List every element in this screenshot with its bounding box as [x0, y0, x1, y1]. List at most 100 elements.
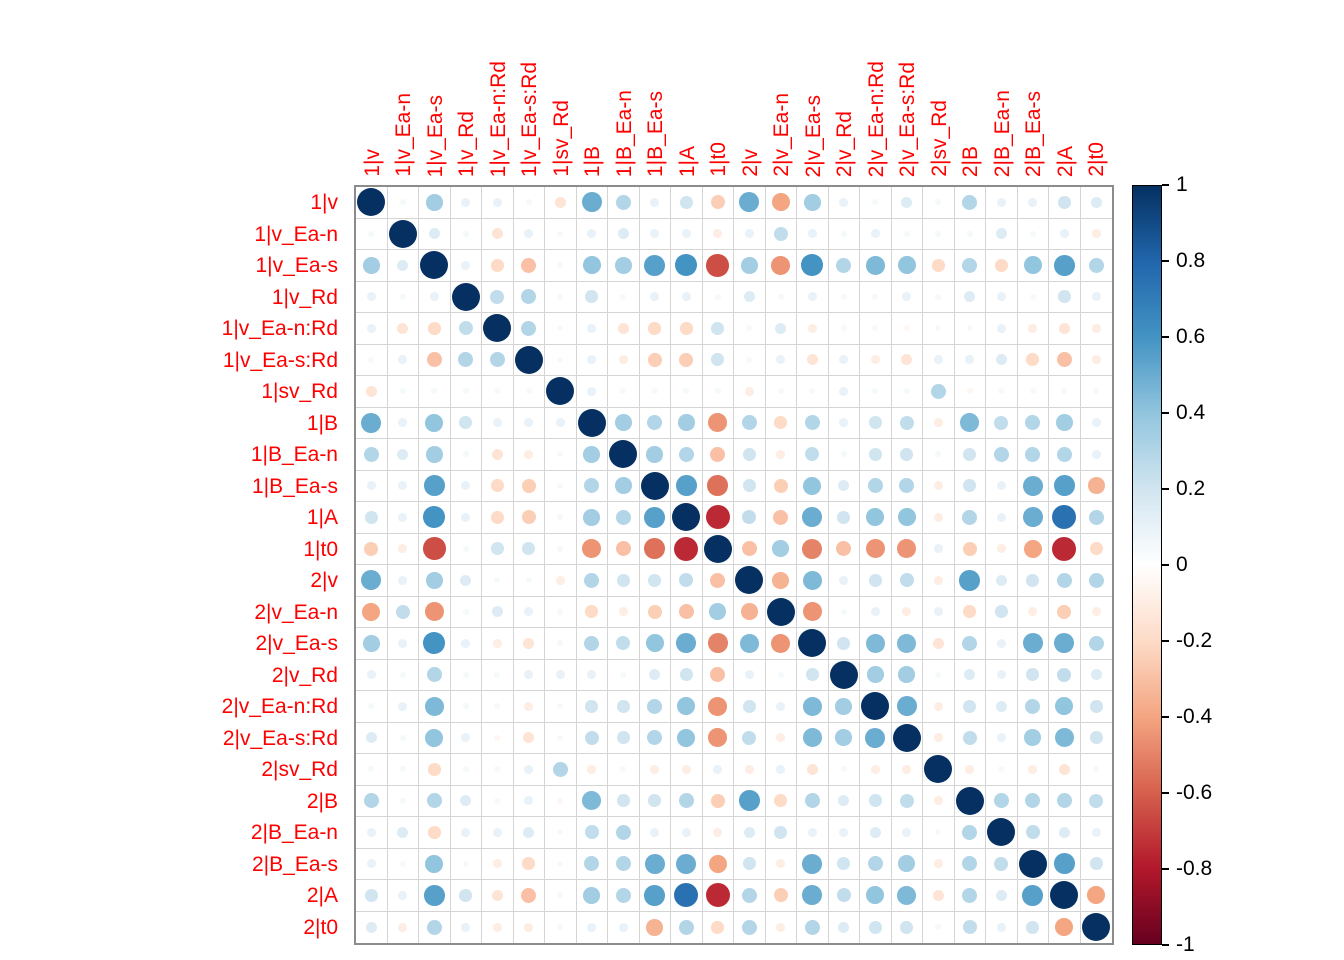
correlation-circle — [647, 604, 662, 619]
row-label: 2|v_Ea-s:Rd — [222, 726, 338, 750]
correlation-circle — [398, 544, 408, 554]
correlation-circle — [710, 793, 725, 808]
correlation-circle — [397, 259, 409, 271]
correlation-circle — [644, 254, 666, 276]
row-label: 2|t0 — [303, 915, 338, 939]
correlation-circle — [524, 764, 534, 774]
correlation-cell — [482, 533, 514, 565]
correlation-circle — [582, 539, 602, 559]
correlation-circle — [865, 255, 885, 275]
correlation-cell — [1080, 628, 1112, 660]
correlation-circle — [1056, 572, 1072, 588]
correlation-circle — [932, 889, 944, 901]
correlation-cell — [450, 281, 482, 313]
correlation-cell — [1049, 628, 1081, 660]
correlation-cell — [387, 250, 419, 282]
correlation-circle — [426, 667, 442, 683]
correlation-circle — [583, 445, 601, 463]
correlation-circle — [644, 506, 666, 528]
correlation-cell — [513, 281, 545, 313]
correlation-circle — [994, 258, 1008, 272]
correlation-circle — [1029, 293, 1036, 300]
correlation-circle — [557, 608, 564, 615]
correlation-cell — [828, 281, 860, 313]
correlation-circle — [557, 514, 564, 521]
correlation-circle — [1055, 414, 1073, 432]
correlation-cell — [419, 691, 451, 723]
correlation-cell — [702, 439, 734, 471]
correlation-circle — [644, 538, 666, 560]
correlation-circle — [996, 670, 1006, 680]
correlation-circle — [1056, 793, 1072, 809]
correlation-cell — [1017, 659, 1049, 691]
correlation-circle — [492, 638, 502, 648]
correlation-circle — [615, 541, 631, 557]
correlation-circle — [962, 509, 978, 525]
correlation-cell — [734, 565, 766, 597]
correlation-cell — [1049, 250, 1081, 282]
colorbar-tick-mark — [1162, 716, 1169, 718]
correlation-cell — [576, 565, 608, 597]
correlation-cell — [702, 281, 734, 313]
correlation-circle — [398, 481, 408, 491]
correlation-cell — [891, 344, 923, 376]
correlation-cell — [702, 691, 734, 723]
correlation-circle — [996, 197, 1006, 207]
correlation-cell — [639, 911, 671, 943]
correlation-circle — [584, 635, 600, 651]
correlation-cell — [734, 502, 766, 534]
colorbar-tick-mark — [1162, 260, 1169, 262]
correlation-cell — [891, 281, 923, 313]
correlation-circle — [924, 755, 953, 784]
correlation-circle — [425, 193, 443, 211]
column-label: 2|v_Rd — [833, 110, 857, 177]
correlation-cell — [828, 659, 860, 691]
correlation-circle — [426, 793, 442, 809]
correlation-cell — [860, 407, 892, 439]
correlation-cell — [734, 911, 766, 943]
correlation-circle — [805, 668, 819, 681]
correlation-cell — [482, 817, 514, 849]
correlation-circle — [777, 388, 784, 395]
correlation-circle — [425, 445, 443, 463]
correlation-circle — [868, 447, 882, 461]
correlation-cell — [891, 218, 923, 250]
correlation-circle — [776, 764, 786, 774]
correlation-circle — [490, 542, 504, 555]
correlation-circle — [423, 632, 446, 655]
correlation-circle — [1025, 825, 1040, 840]
correlation-circle — [458, 352, 474, 368]
correlation-cell — [419, 911, 451, 943]
correlation-cell — [1080, 281, 1112, 313]
correlation-circle — [1022, 633, 1043, 654]
correlation-circle — [423, 475, 445, 497]
correlation-circle — [584, 856, 600, 872]
correlation-cell — [1017, 785, 1049, 817]
correlation-circle — [901, 354, 913, 366]
correlation-circle — [616, 699, 630, 713]
correlation-circle — [802, 853, 823, 874]
correlation-circle — [966, 325, 973, 332]
correlation-cell — [1049, 817, 1081, 849]
correlation-cell — [387, 565, 419, 597]
correlation-circle — [897, 508, 916, 527]
correlation-circle — [494, 671, 501, 678]
colorbar — [1132, 185, 1162, 945]
correlation-cell — [419, 407, 451, 439]
correlation-circle — [398, 575, 408, 585]
correlation-circle — [462, 671, 469, 678]
correlation-circle — [802, 538, 823, 559]
correlation-cell — [387, 502, 419, 534]
column-label: 2|v — [738, 149, 762, 177]
correlation-cell — [545, 596, 577, 628]
correlation-circle — [679, 352, 694, 367]
correlation-circle — [1090, 196, 1102, 208]
correlation-cell — [860, 596, 892, 628]
correlation-circle — [681, 229, 691, 239]
correlation-circle — [614, 414, 632, 432]
correlation-cell — [954, 376, 986, 408]
correlation-circle — [773, 226, 788, 241]
correlation-circle — [897, 256, 916, 275]
correlation-cell — [828, 722, 860, 754]
correlation-cell — [860, 691, 892, 723]
